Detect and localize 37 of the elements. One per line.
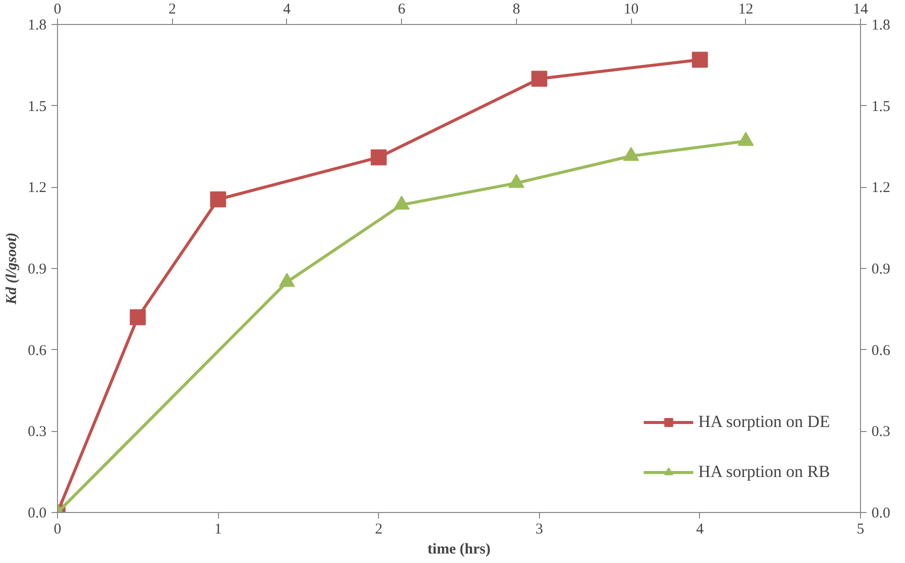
- x-tick-label: 2: [374, 522, 382, 538]
- y-axis-title: Kd (l/gsoot): [4, 232, 20, 306]
- y-tick-label: 1.5: [28, 98, 46, 115]
- y-tick-label: 0.0: [28, 506, 46, 522]
- y2-tick-label: 0.6: [872, 342, 891, 359]
- x-axis-title: time (hrs): [428, 542, 490, 558]
- y2-tick-label: 0.3: [872, 424, 890, 440]
- point: [692, 52, 708, 68]
- x2-tick-label: 10: [624, 2, 639, 18]
- x-tick-label: 0: [54, 522, 62, 538]
- x-tick-label: 1: [214, 522, 222, 538]
- y-tick-label: 0.9: [28, 262, 46, 278]
- y2-tick-label: 1.2: [872, 180, 890, 196]
- x-tick-label: 4: [696, 522, 704, 538]
- y-tick-label: 0.3: [28, 424, 46, 440]
- point: [531, 70, 548, 87]
- x2-tick-label: 6: [398, 2, 406, 18]
- x2-tick-label: 8: [512, 2, 520, 18]
- legend-label: HA sorption on RB: [698, 462, 830, 482]
- x2-tick-label: 14: [853, 2, 868, 18]
- x-tick-label: 5: [856, 522, 864, 538]
- y2-tick-label: 1.5: [872, 98, 890, 115]
- legend-label: HA sorption on DE: [698, 412, 830, 432]
- point: [130, 309, 146, 326]
- x2-tick-label: 0: [54, 2, 62, 18]
- x2-tick-label: 2: [168, 2, 176, 18]
- y-tick-label: 1.2: [28, 180, 46, 196]
- y2-tick-label: 1.8: [872, 18, 890, 34]
- x2-tick-label: 4: [283, 2, 292, 18]
- point: [370, 149, 387, 166]
- point: [210, 191, 226, 208]
- x-tick-label: 3: [536, 522, 544, 538]
- y2-tick-label: 0.9: [872, 262, 890, 278]
- y-tick-label: 1.8: [28, 18, 46, 34]
- y-tick-label: 0.6: [28, 342, 47, 359]
- y2-tick-label: 0.0: [872, 506, 890, 522]
- x2-tick-label: 12: [738, 2, 754, 18]
